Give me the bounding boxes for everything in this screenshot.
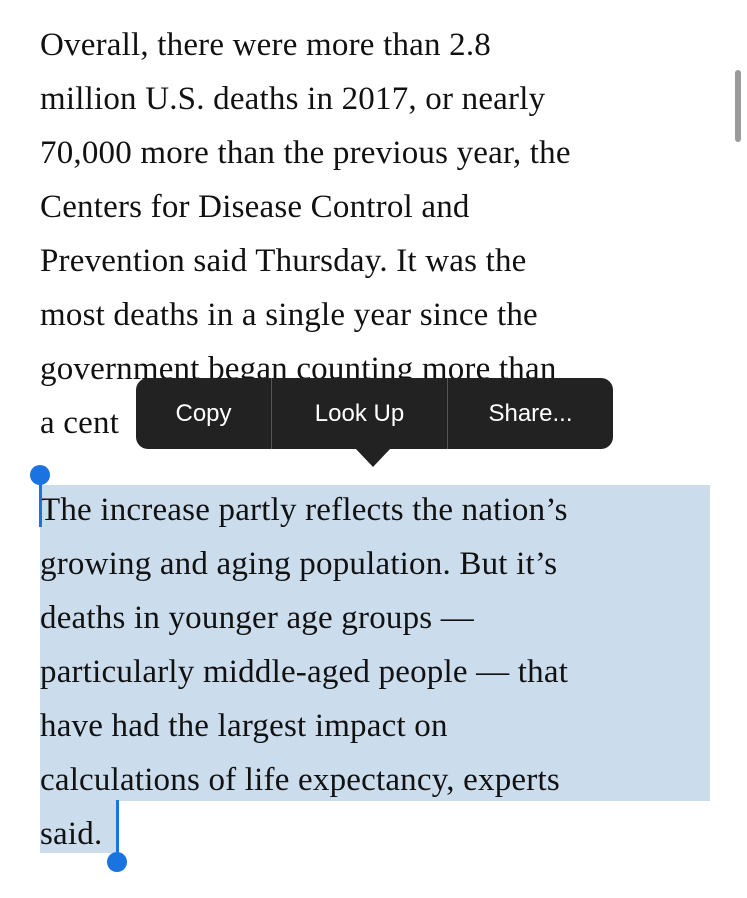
menu-item[interactable]: Copy [175, 399, 232, 427]
context-menu: Copy Look Up Share... [136, 378, 613, 449]
scrollbar [735, 70, 741, 142]
text-line: most deaths in a single year since the [40, 297, 538, 333]
text-line: have had the largest impact on [40, 708, 448, 744]
menu-item[interactable]: Look Up [314, 399, 405, 427]
selection-caret [116, 800, 119, 858]
text-line: calculations of life expectancy, experts [40, 762, 560, 798]
text-line: million U.S. deaths in 2017, or nearly [40, 81, 546, 117]
divider [271, 378, 272, 449]
selection-caret [39, 475, 42, 527]
text-line: 70,000 more than the previous year, the [40, 135, 571, 171]
menu-item[interactable]: Share... [488, 399, 573, 427]
text-line: deaths in younger age groups — [40, 600, 474, 636]
selection-handle[interactable] [107, 852, 127, 872]
menu-pointer [355, 448, 391, 467]
text-line: Centers for Disease Control and [40, 189, 470, 225]
text-line: particularly middle-aged people — that [40, 654, 569, 690]
text-line: said. [40, 816, 103, 852]
selection-highlight [40, 485, 710, 801]
selection-highlight [40, 801, 118, 853]
text-line: Prevention said Thursday. It was the [40, 243, 527, 279]
text-line: The increase partly reflects the nation’… [40, 492, 568, 528]
divider [447, 378, 448, 449]
text-line: growing and aging population. But it’s [40, 546, 558, 582]
text-line: a cent [40, 405, 120, 441]
text-line: Overall, there were more than 2.8 [40, 27, 491, 63]
